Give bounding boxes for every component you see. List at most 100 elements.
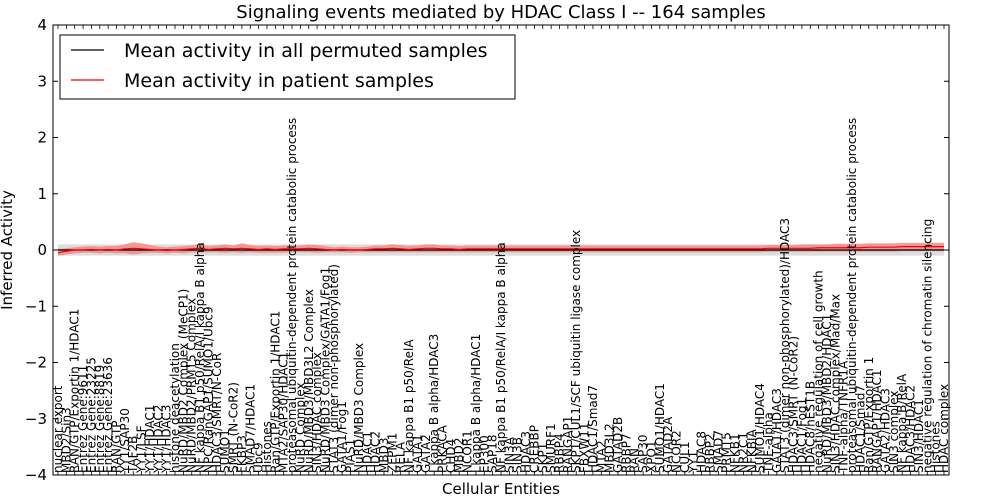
entity-label: MTA2/SAP30/HDAC1: [277, 352, 291, 473]
entity-label: GATAD2A: [661, 416, 675, 473]
entity-label: SKP1/CUL1/SCF ubiquitin ligase complex: [569, 230, 583, 473]
entity-label: HDAC1/Smad7: [853, 385, 867, 473]
entity-label: PIAS1: [344, 439, 358, 473]
entity-label: HDAC1/Smad7: [586, 385, 600, 473]
entity-label: Entrez Gene:9611: [76, 365, 90, 473]
entity-label: NF kappa B1 p50/RelA/I kappa B alpha: [494, 242, 508, 473]
entity-label: RAN/GTP: [110, 420, 124, 473]
entity-label: SIN3 complex: [887, 391, 901, 473]
entity-label: HDAC3: [519, 431, 533, 473]
entity-label: NuRD Complex: [293, 382, 307, 473]
entity-label: proteasomal ubiquitin-dependent protein …: [845, 118, 859, 473]
y-tick-label: −3: [25, 410, 47, 428]
entity-label: proteasomal ubiquitin-dependent protein …: [285, 118, 299, 473]
entity-label: YY1/HDAC1: [143, 405, 157, 474]
entity-label: HDAC1/Fog1: [795, 398, 809, 473]
entity-label: FBXW11: [578, 423, 592, 474]
x-axis-title: Cellular Entities: [442, 480, 560, 498]
entity-label: nuclear export: [51, 385, 65, 473]
entity-label: Entrez Gene:23225: [84, 357, 98, 473]
entity-label: Entrez Gene:8819: [93, 365, 107, 473]
entity-label: YY1/HDAC2: [151, 405, 165, 474]
entity-label: SUMO1/HDAC4: [753, 383, 767, 473]
y-tick-label: 2: [37, 129, 47, 147]
y-tick-label: 3: [37, 72, 47, 90]
entity-label: NuRD/MBD2/PRMT5 Complex: [185, 298, 199, 473]
y-axis-title: Inferred Activity: [0, 190, 16, 310]
entity-label: YY1/LSF: [135, 425, 149, 474]
entity-label: MBD3L2: [603, 423, 617, 473]
entity-label: NF kappa B/RelA: [895, 373, 909, 473]
entity-label: NuRD/MBD2 Complex (MeCP1): [176, 289, 190, 473]
entity-label: SMAD7/HDAC1: [243, 384, 257, 473]
entity-label: histone deacetylation: [168, 343, 182, 473]
entity-label: negative regulation of cell growth: [812, 270, 826, 473]
y-tick-label: 4: [37, 16, 47, 34]
entity-label: RANGAP1: [561, 416, 575, 473]
entity-label: EP300: [477, 435, 491, 473]
y-tick-label: −1: [25, 297, 47, 315]
entity-label: HDAC8/hEST1B: [803, 381, 817, 473]
entity-label: Ran/GTP/Exportin 1/HDAC1: [268, 311, 282, 473]
entity-label: PRMT5: [720, 432, 734, 473]
entity-label: YY1/HDAC3: [160, 405, 174, 474]
entity-label: SIN3A: [502, 436, 516, 473]
entity-label: SUMO1/HDAC1: [653, 383, 667, 473]
entity-label: NR2C1: [736, 432, 750, 473]
entity-label: TNF-alpha: [761, 412, 775, 474]
entity-label: CHD4: [444, 439, 458, 473]
entity-label: GATA1/HDAC3: [770, 388, 784, 473]
entity-label: RBBP2: [703, 433, 717, 473]
entity-label: GATA2/HDAC3: [878, 388, 892, 473]
entity-label: NPC/RanGAP1/SUMO1/Ubc9: [201, 306, 215, 473]
entity-label: TNF-alpha/TNFR1A: [837, 360, 851, 474]
entity-label: SMURF1: [544, 423, 558, 473]
entity-label: HDAC3/SMRT (N-CoR2): [787, 336, 801, 473]
entity-label: NF kappa B1 p50/RelA/I kappa B alpha: [193, 242, 207, 473]
entity-label: HDAC complex: [937, 384, 951, 473]
entity-label: RELA: [394, 441, 408, 473]
entity-label: Ubc9: [252, 442, 266, 473]
entity-label: SMAD7: [711, 430, 725, 473]
entity-label: GATA1/Fog1: [335, 401, 349, 473]
entity-label: HDAC8: [695, 431, 709, 473]
entity-label: MTA2: [594, 440, 608, 473]
entity-label: HDAC2: [369, 431, 383, 473]
entity-label: RBBP7: [619, 433, 633, 473]
entity-label: GATA1: [410, 434, 424, 473]
series-line-patient: [57, 246, 944, 254]
entity-label: TAF2B: [126, 436, 140, 474]
entity-label: Ran/GTP/Exportin 1: [862, 357, 876, 473]
legend: Mean activity in all permuted samples Me…: [59, 34, 516, 100]
entity-label: negative regulation of chromatin silenci…: [920, 219, 934, 473]
entity-label: NFKBIA: [745, 428, 759, 473]
entity-label: SKP1: [536, 443, 550, 473]
entity-label: SIN3/HDAC1: [912, 399, 926, 473]
entity-label: PRKACA: [435, 424, 449, 473]
entity-label: STAT3 (dimer non-phosphorylated): [327, 264, 341, 473]
entity-label: HDAC1: [360, 431, 374, 473]
entity-label: NCOR1: [461, 430, 475, 473]
chart-title: Signaling events mediated by HDAC Class …: [236, 2, 765, 23]
entity-label: CUL1: [678, 442, 692, 473]
entity-label: SIN3/HDAC complex: [310, 352, 324, 473]
y-tick-label: 1: [37, 185, 47, 203]
entity-label: NuRD/MBD3/MBD2/HDAC1: [820, 314, 834, 473]
entity-label: HDAC3/HDAC2: [904, 385, 918, 473]
legend-box: [59, 34, 516, 100]
entity-label: RAN/GTP/Exportin 1/HDAC1: [68, 309, 82, 473]
entity-label: SIN3/HDAC complex/Mad/Max: [828, 294, 842, 473]
entity-label: SAP18: [486, 434, 500, 473]
entity-label: Histones: [929, 421, 943, 473]
entity-label: RANGAP1/HDAC1: [870, 369, 884, 473]
entity-label: I kappa B alpha/HDAC3: [427, 334, 441, 473]
entity-label: SMRT (N-CoR2): [227, 382, 241, 473]
legend-label-permuted: Mean activity in all permuted samples: [124, 40, 487, 62]
legend-label-patient: Mean activity in patient samples: [124, 70, 434, 92]
y-tick-label: −2: [25, 354, 47, 372]
entity-label: I kappa B alpha/HDAC1: [469, 334, 483, 473]
entity-label: NuRD/MBD3 Complex: [352, 343, 366, 473]
entity-label: ZFPM1: [385, 433, 399, 473]
entity-label: FKBP3: [235, 435, 249, 473]
entity-label: NF kappa B1 p50/RelA: [402, 339, 416, 473]
